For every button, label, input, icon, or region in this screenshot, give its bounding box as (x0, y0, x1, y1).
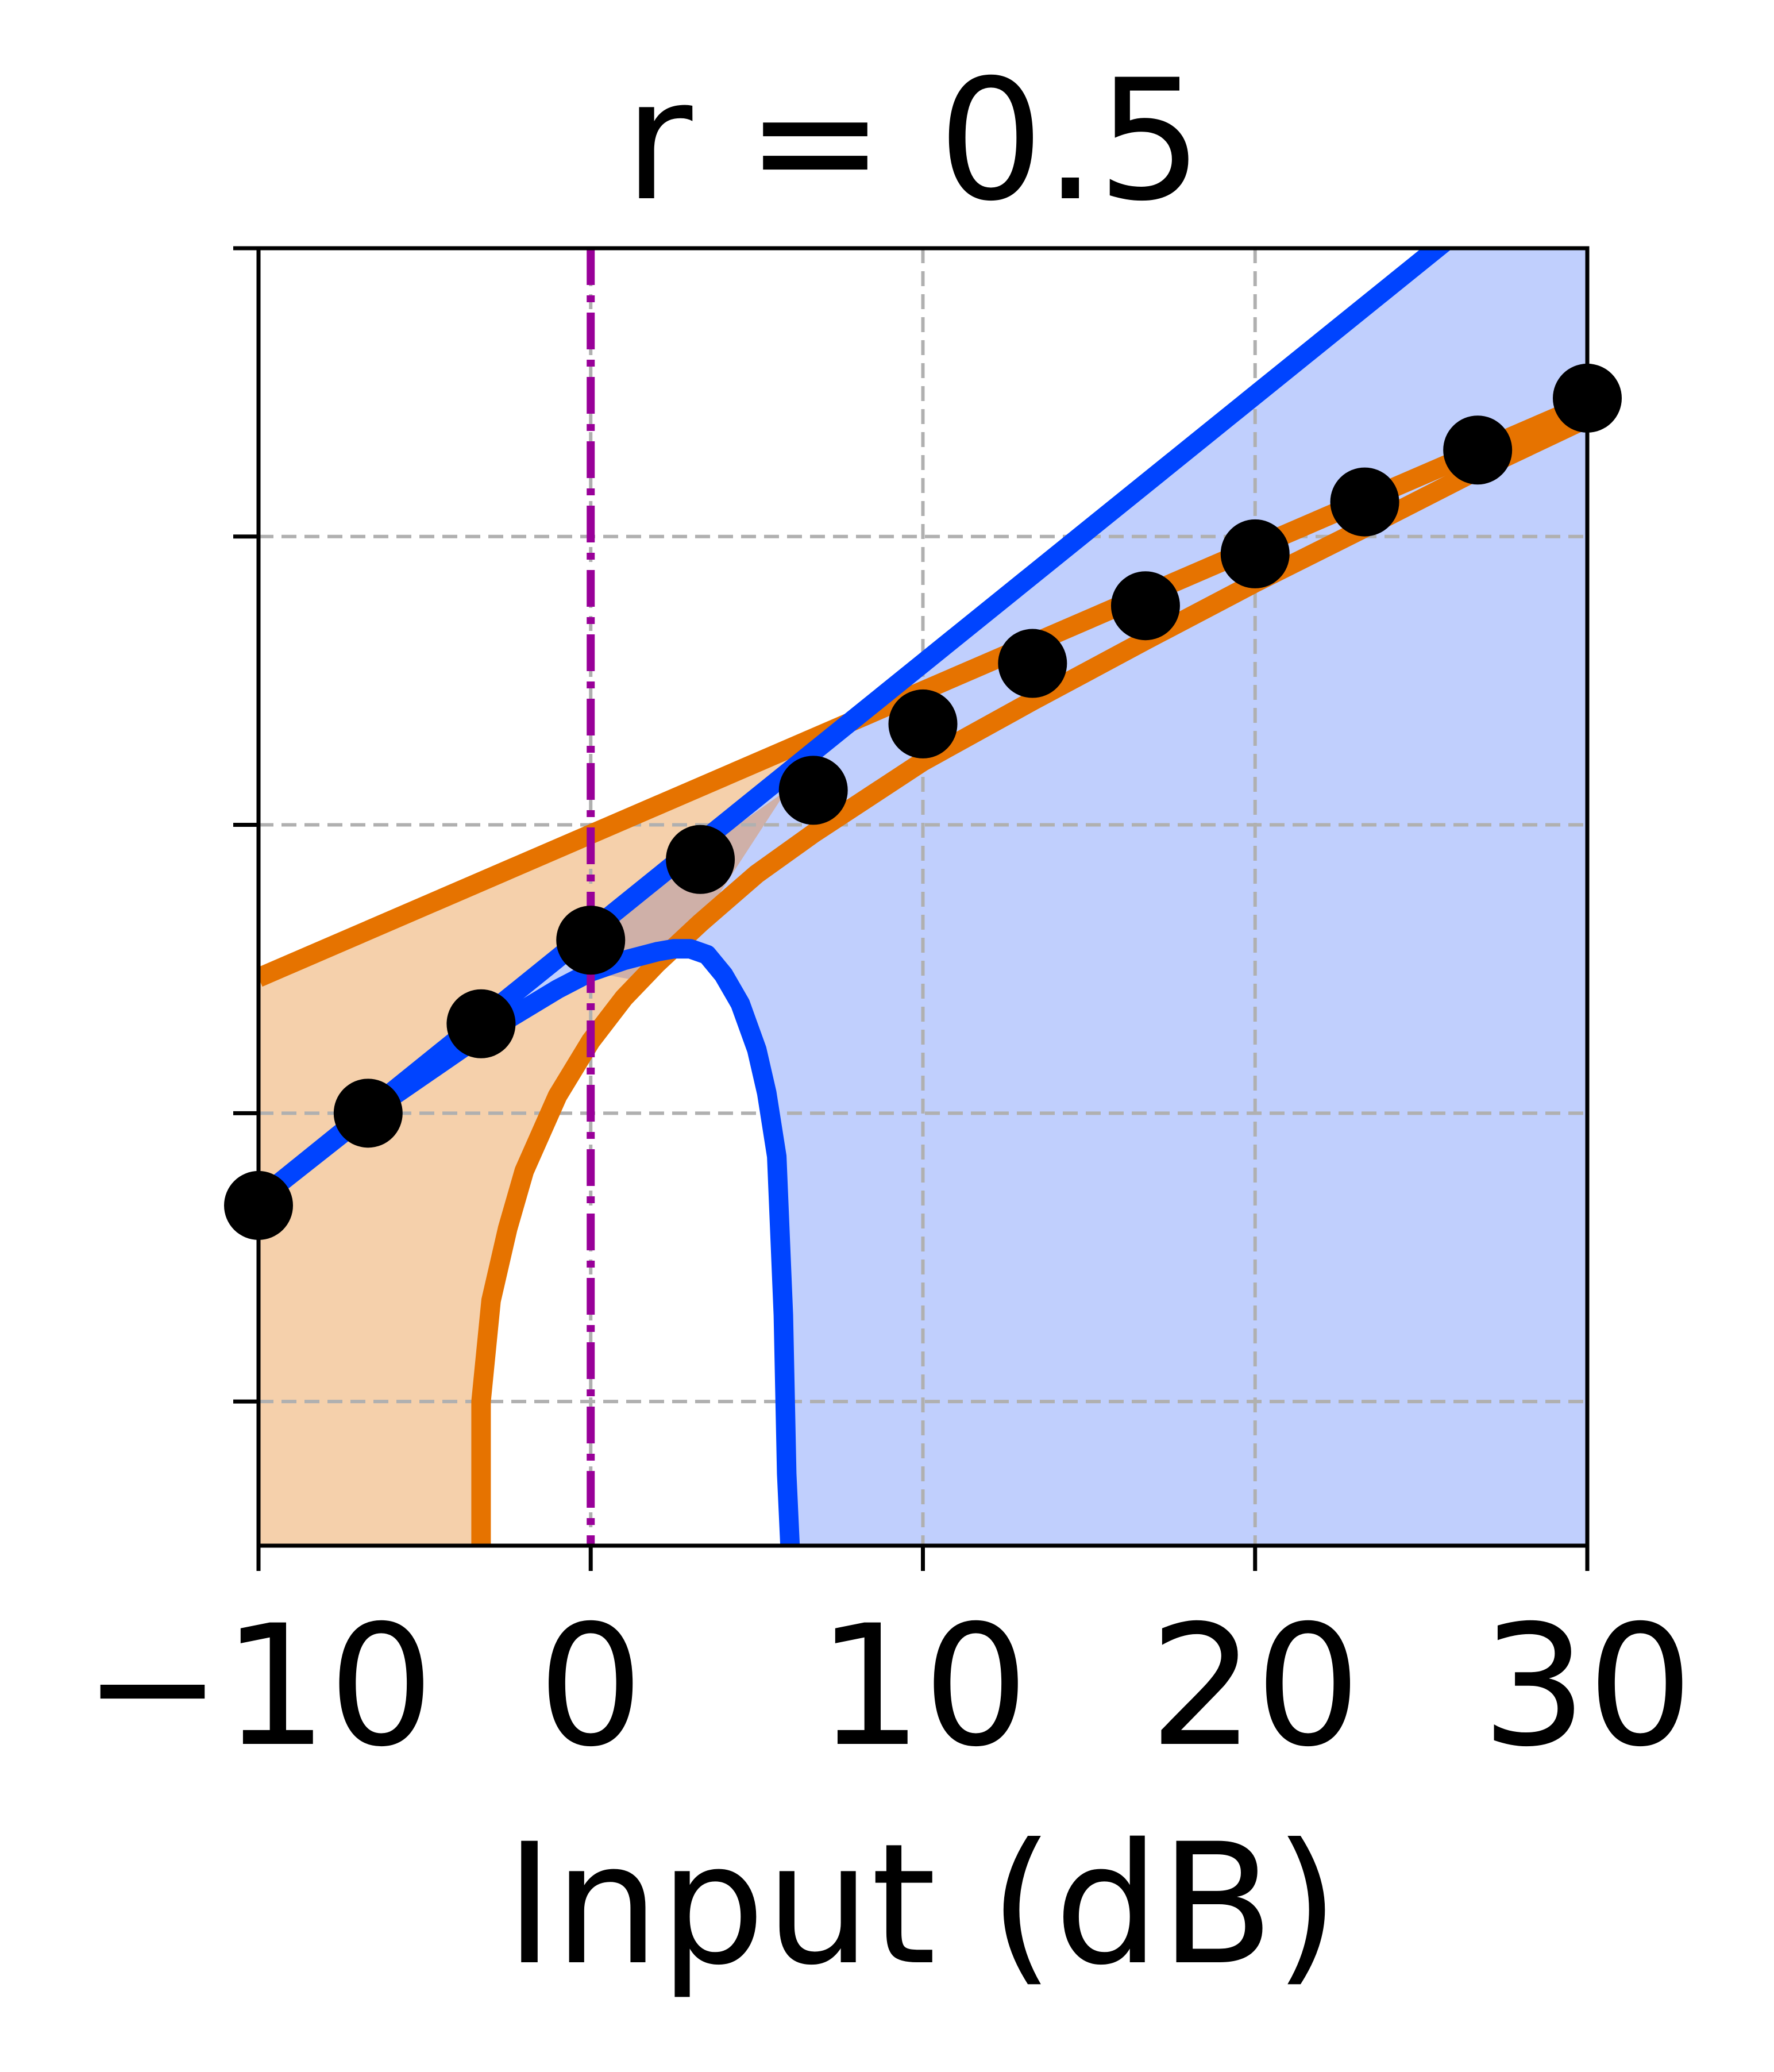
data-point (556, 906, 626, 975)
x-tick-label: 20 (1149, 1590, 1361, 1784)
x-tick-label: 30 (1481, 1590, 1693, 1784)
chart-title: r = 0.5 (624, 44, 1203, 238)
data-point (888, 689, 958, 758)
data-point (778, 756, 848, 825)
data-point (446, 989, 516, 1058)
data-point (1443, 415, 1513, 485)
data-points (224, 363, 1622, 1240)
data-point (666, 825, 735, 894)
x-axis-label: Input (dB) (505, 1808, 1339, 2002)
x-tick-label: 0 (538, 1590, 644, 1784)
data-point (1220, 519, 1290, 588)
data-point (333, 1079, 403, 1148)
blue-lower-bound-line (259, 939, 800, 1546)
fill-regions (259, 248, 1587, 1546)
ticks: −10 0 10 20 30 (83, 246, 1694, 1784)
x-tick-label: 10 (817, 1590, 1029, 1784)
data-point (998, 629, 1067, 698)
data-point (1330, 467, 1399, 537)
x-tick-label: −10 (83, 1590, 434, 1784)
data-point (1110, 571, 1180, 641)
